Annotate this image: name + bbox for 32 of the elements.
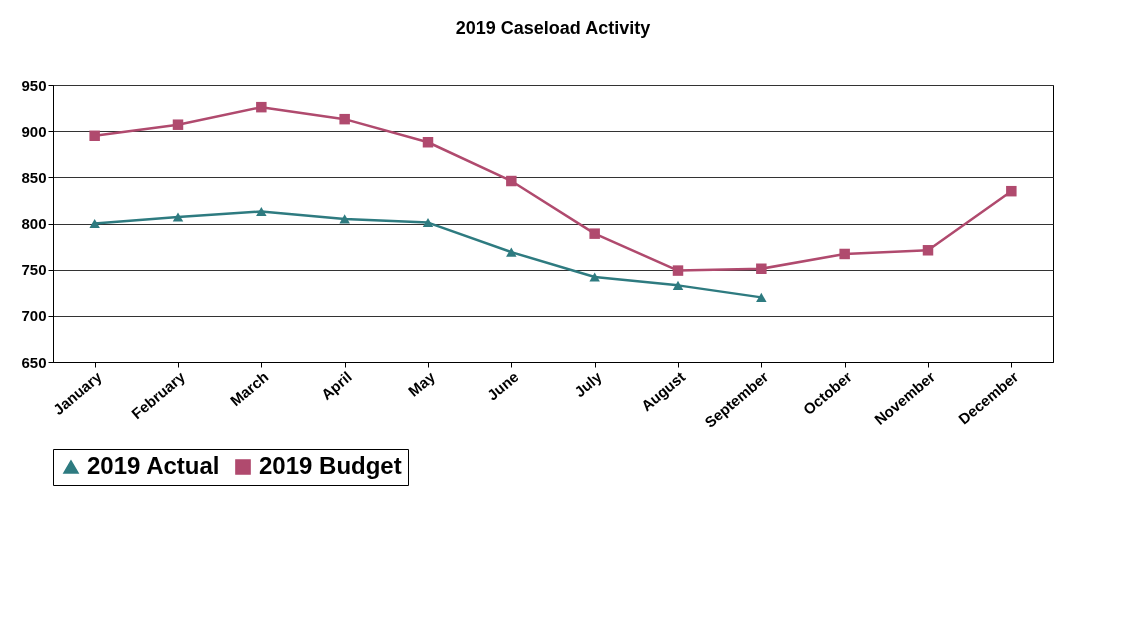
- point: [922, 245, 934, 256]
- point: [672, 280, 684, 290]
- point: [672, 265, 684, 276]
- point: [89, 130, 100, 142]
- point: [89, 218, 100, 229]
- y-tick-label: 750: [21, 261, 47, 279]
- y-tick-label: 900: [21, 122, 47, 140]
- legend-label: 2019 Budget: [259, 452, 402, 479]
- point: [506, 175, 517, 187]
- point: [589, 272, 600, 282]
- x-tick-label: July: [570, 367, 606, 401]
- point: [256, 206, 267, 217]
- y-tick-label: 700: [21, 307, 47, 325]
- chart-title: 2019 Caseload Activity: [455, 18, 651, 38]
- point: [172, 212, 184, 222]
- point: [506, 247, 517, 257]
- point: [256, 101, 267, 113]
- y-tick-label: 850: [21, 168, 47, 186]
- point: [589, 228, 600, 239]
- point: [422, 218, 434, 228]
- y-tick-label: 950: [21, 76, 47, 94]
- x-tick-label: May: [404, 367, 439, 400]
- point: [756, 292, 767, 302]
- point: [1006, 185, 1017, 197]
- point: [839, 248, 850, 260]
- point: [339, 113, 350, 125]
- point: [172, 119, 184, 130]
- y-tick-label: 800: [21, 215, 47, 232]
- point: [756, 263, 767, 274]
- legend-label: 2019 Actual: [87, 452, 220, 479]
- y-tick-label: 650: [21, 353, 47, 371]
- point: [422, 137, 434, 148]
